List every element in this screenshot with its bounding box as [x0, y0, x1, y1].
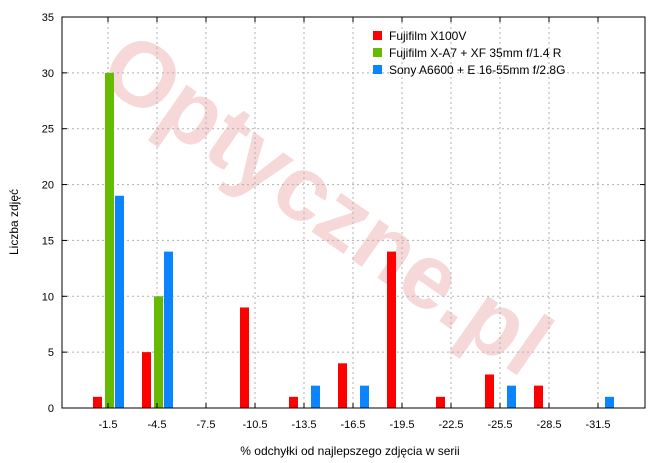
y-tick-label: 10: [42, 291, 54, 303]
x-tick-label: -22.5: [438, 419, 463, 431]
bar-fujifilm-x100v: [436, 396, 445, 408]
y-axis-label: Liczba zdjęć: [7, 189, 21, 255]
bar-fujifilm-x-a7: [105, 72, 114, 408]
bar-fujifilm-x100v: [142, 352, 151, 408]
legend: Fujifilm X100V Fujifilm X-A7 + XF 35mm f/…: [373, 29, 565, 77]
x-tick-label: -7.5: [197, 419, 216, 431]
x-tick-label: -13.5: [291, 419, 316, 431]
legend-label: Fujifilm X100V: [389, 29, 466, 43]
y-axis: 0 5 10 15 20 25 30 35: [42, 12, 645, 415]
x-axis: -1.5 -4.5 -7.5 -10.5 -13.5 -16.5 -19.5 -22.5 -25…: [99, 17, 611, 431]
bar-fujifilm-x100v: [93, 396, 102, 408]
bar-sony-a6600: [311, 385, 320, 408]
legend-swatch: [373, 31, 382, 40]
bar-fujifilm-x100v: [534, 385, 543, 408]
y-tick-label: 20: [42, 180, 54, 192]
bar-sony-a6600: [115, 195, 124, 408]
legend-label: Sony A6600 + E 16-55mm f/2.8G: [389, 63, 565, 77]
bar-sony-a6600: [164, 251, 173, 408]
bar-fujifilm-x100v: [338, 363, 347, 408]
x-tick-label: -19.5: [389, 419, 414, 431]
x-axis-label: % odchyłki od najlepszego zdjęcia w seri…: [240, 444, 459, 458]
x-tick-label: -25.5: [487, 419, 512, 431]
bars: [93, 72, 614, 408]
bar-fujifilm-x100v: [387, 251, 396, 408]
bar-fujifilm-x100v: [240, 307, 249, 408]
legend-label: Fujifilm X-A7 + XF 35mm f/1.4 R: [389, 46, 562, 60]
y-tick-label: 5: [48, 347, 54, 359]
y-tick-label: 30: [42, 68, 54, 80]
x-tick-label: -4.5: [148, 419, 167, 431]
y-tick-label: 15: [42, 235, 54, 247]
x-tick-label: -16.5: [340, 419, 365, 431]
x-tick-label: -28.5: [536, 419, 561, 431]
grid: [62, 17, 645, 408]
bar-fujifilm-x100v: [485, 374, 494, 408]
bar-sony-a6600: [507, 385, 516, 408]
y-tick-label: 0: [48, 403, 54, 415]
bar-sony-a6600: [605, 396, 614, 408]
legend-swatch: [373, 48, 382, 57]
bar-fujifilm-x-a7: [154, 296, 163, 408]
y-tick-label: 25: [42, 124, 54, 136]
x-tick-label: -31.5: [585, 419, 610, 431]
legend-swatch: [373, 65, 382, 74]
x-tick-label: -10.5: [242, 419, 267, 431]
y-tick-label: 35: [42, 12, 54, 24]
bar-sony-a6600: [360, 385, 369, 408]
bar-fujifilm-x100v: [289, 396, 298, 408]
x-tick-label: -1.5: [99, 419, 118, 431]
